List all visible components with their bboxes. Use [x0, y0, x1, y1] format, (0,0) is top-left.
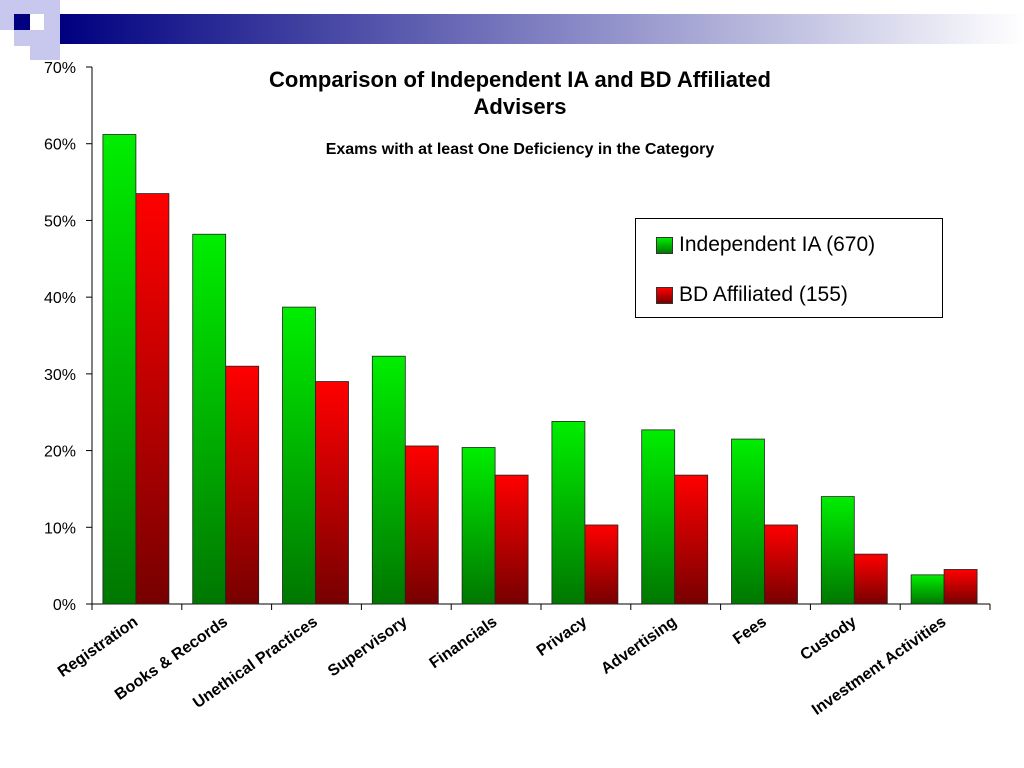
y-tick-label: 10% [44, 520, 76, 537]
bar-bd-affiliated [225, 365, 260, 605]
chart-legend: Independent IA (670) BD Affiliated (155) [635, 218, 943, 318]
x-tick-label: Financials [427, 613, 501, 672]
y-tick-label: 20% [44, 444, 76, 461]
chart-subtitle: Exams with at least One Deficiency in th… [325, 141, 715, 158]
x-tick-label: Fees [730, 613, 770, 648]
bar-bd-affiliated [315, 381, 349, 605]
bar-bd-affiliated [853, 553, 888, 605]
y-tick-label: 70% [44, 60, 76, 77]
bar-independent-ia [820, 496, 855, 605]
bar-independent-ia [102, 134, 137, 605]
legend-label: BD Affiliated (155) [679, 283, 848, 306]
chart-title: Comparison of Independent IA and BD Affi… [269, 67, 771, 119]
legend-item-independent-ia: Independent IA (670) [656, 233, 875, 257]
x-tick-label: Privacy [534, 613, 590, 660]
legend-item-bd-affiliated: BD Affiliated (155) [656, 283, 848, 307]
bar-independent-ia [731, 438, 765, 605]
legend-swatch-green [656, 236, 673, 254]
x-tick-label: Advertising [598, 613, 680, 677]
chart-bars [102, 134, 978, 605]
y-tick-label: 40% [44, 290, 76, 307]
bar-bd-affiliated [404, 445, 439, 605]
bar-independent-ia [551, 421, 586, 605]
bar-bd-affiliated [494, 474, 529, 605]
bar-independent-ia [371, 355, 406, 605]
y-tick-label: 0% [53, 597, 76, 614]
header-decoration [0, 0, 1024, 60]
x-tick-label: Supervisory [325, 613, 411, 680]
bar-bd-affiliated [764, 524, 798, 605]
bar-independent-ia [461, 447, 496, 605]
y-tick-label: 50% [44, 213, 76, 230]
x-tick-label: Custody [797, 613, 859, 664]
bar-bd-affiliated [135, 193, 170, 605]
bar-independent-ia [641, 429, 676, 605]
bar-independent-ia [282, 306, 316, 605]
bar-bd-affiliated [674, 474, 709, 605]
bar-bd-affiliated [943, 569, 978, 605]
bar-bd-affiliated [584, 524, 619, 605]
y-tick-label: 30% [44, 367, 76, 384]
bar-independent-ia [192, 233, 227, 605]
legend-label: Independent IA (670) [679, 233, 876, 256]
bar-independent-ia [910, 574, 945, 605]
x-tick-label: Registration [55, 613, 141, 680]
legend-swatch-red [656, 286, 673, 304]
y-tick-label: 60% [44, 137, 76, 154]
